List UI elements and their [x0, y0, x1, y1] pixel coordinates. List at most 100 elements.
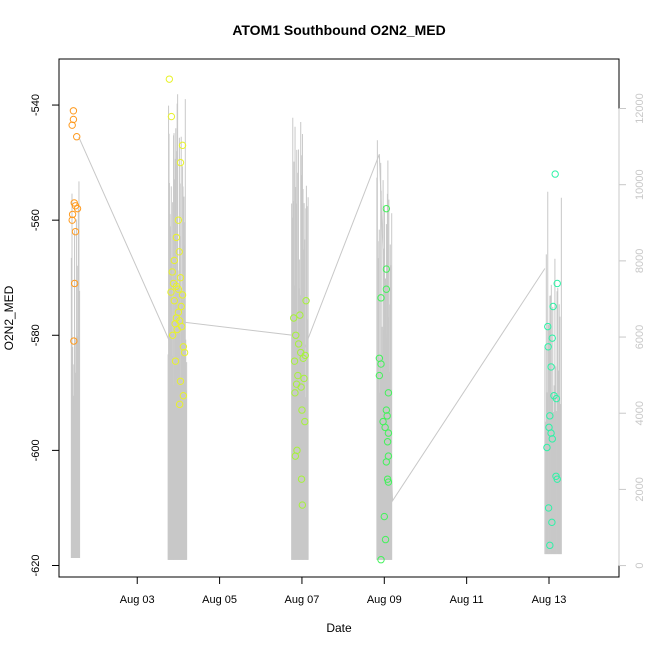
x-tick-label: Aug 07: [285, 594, 320, 606]
data-point: [377, 294, 385, 302]
plot-frame: [58, 58, 620, 578]
data-point: [544, 322, 552, 331]
data-point: [382, 406, 391, 414]
data-point: [383, 438, 392, 446]
y2-tick-label: 8000: [634, 249, 646, 273]
data-point: [292, 331, 300, 339]
data-point: [180, 348, 189, 357]
data-point: [176, 158, 185, 167]
data-point: [71, 227, 80, 236]
y-tick-label: -600: [30, 439, 42, 461]
data-point: [68, 210, 77, 219]
data-point: [70, 337, 78, 345]
data-point: [382, 285, 391, 293]
data-point: [178, 141, 187, 150]
data-point: [172, 233, 181, 242]
trend-line: [78, 136, 546, 503]
data-point: [297, 475, 306, 483]
data-point: [175, 400, 184, 409]
data-point: [382, 204, 391, 213]
data-point: [176, 377, 185, 386]
data-point: [544, 504, 553, 512]
chart-title: ATOM1 Southbound O2N2_MED: [232, 22, 445, 38]
data-point: [380, 512, 388, 521]
data-point: [294, 340, 303, 348]
data-point: [548, 435, 556, 443]
data-point: [381, 535, 390, 544]
data-point: [381, 423, 389, 432]
y2-tick-label: 0: [634, 563, 646, 569]
data-point: [167, 288, 175, 296]
y-tick-label: -580: [30, 324, 42, 346]
data-point: [377, 360, 385, 368]
data-point: [546, 541, 554, 550]
data-point: [171, 357, 180, 365]
data-point: [177, 302, 185, 311]
data-point: [168, 268, 176, 276]
points-layer: [68, 75, 561, 564]
data-point: [543, 443, 551, 452]
data-point: [384, 478, 393, 486]
data-point: [553, 475, 561, 483]
data-point: [179, 392, 188, 400]
x-tick-label: Aug 09: [367, 594, 402, 606]
y-tick-label: -540: [30, 94, 42, 116]
data-point: [382, 265, 391, 273]
y-axis-right: 0 2000 4000 6000 8000 10000 12000: [618, 93, 646, 569]
data-point: [170, 297, 178, 305]
data-point: [297, 383, 305, 391]
data-point: [384, 429, 393, 437]
data-point: [291, 452, 300, 460]
data-point: [553, 279, 561, 288]
data-point: [68, 121, 76, 129]
x-tick-label: Aug 13: [532, 594, 567, 606]
y-axis: -620 -600 -580 -560 -540: [30, 94, 60, 577]
data-point: [73, 133, 81, 141]
trend-layer: [78, 136, 546, 503]
data-point: [69, 107, 78, 115]
data-point: [377, 556, 385, 564]
data-point: [173, 325, 181, 334]
data-point: [70, 279, 79, 288]
x-axis: Aug 03 Aug 05 Aug 07 Aug 09 Aug 11 Aug 13: [120, 576, 567, 606]
y-axis-label: O2N2_MED: [2, 285, 16, 350]
x-tick-label: Aug 05: [202, 594, 237, 606]
data-point: [290, 357, 299, 365]
data-point: [298, 406, 306, 414]
x-axis-label: Date: [326, 621, 352, 635]
data-point: [383, 412, 391, 420]
data-point: [174, 216, 183, 224]
data-point: [73, 204, 82, 213]
data-point: [299, 354, 307, 362]
spike-layer: [70, 94, 562, 560]
data-point: [167, 112, 176, 121]
y2-tick-label: 6000: [634, 325, 646, 349]
data-point: [548, 334, 556, 342]
data-point: [548, 518, 556, 527]
data-point: [375, 371, 384, 380]
data-point: [291, 389, 299, 397]
data-point: [294, 371, 302, 380]
y2-tick-label: 10000: [634, 169, 646, 200]
data-point: [301, 417, 309, 426]
data-point: [300, 374, 308, 383]
data-point: [165, 75, 174, 83]
data-point: [382, 458, 391, 466]
y-tick-label: -620: [30, 554, 42, 576]
data-point: [552, 394, 561, 403]
data-point: [384, 389, 393, 397]
data-point: [549, 302, 557, 311]
data-point: [170, 256, 178, 265]
data-point: [290, 314, 298, 322]
y2-tick-label: 4000: [634, 401, 646, 425]
data-point: [68, 216, 76, 224]
data-point: [174, 285, 183, 293]
x-tick-label: Aug 11: [450, 594, 484, 606]
data-point: [176, 274, 185, 282]
data-point: [296, 311, 304, 319]
x-tick-label: Aug 03: [120, 594, 155, 606]
data-point: [298, 501, 307, 509]
data-point: [544, 343, 552, 351]
data-point: [383, 475, 392, 483]
